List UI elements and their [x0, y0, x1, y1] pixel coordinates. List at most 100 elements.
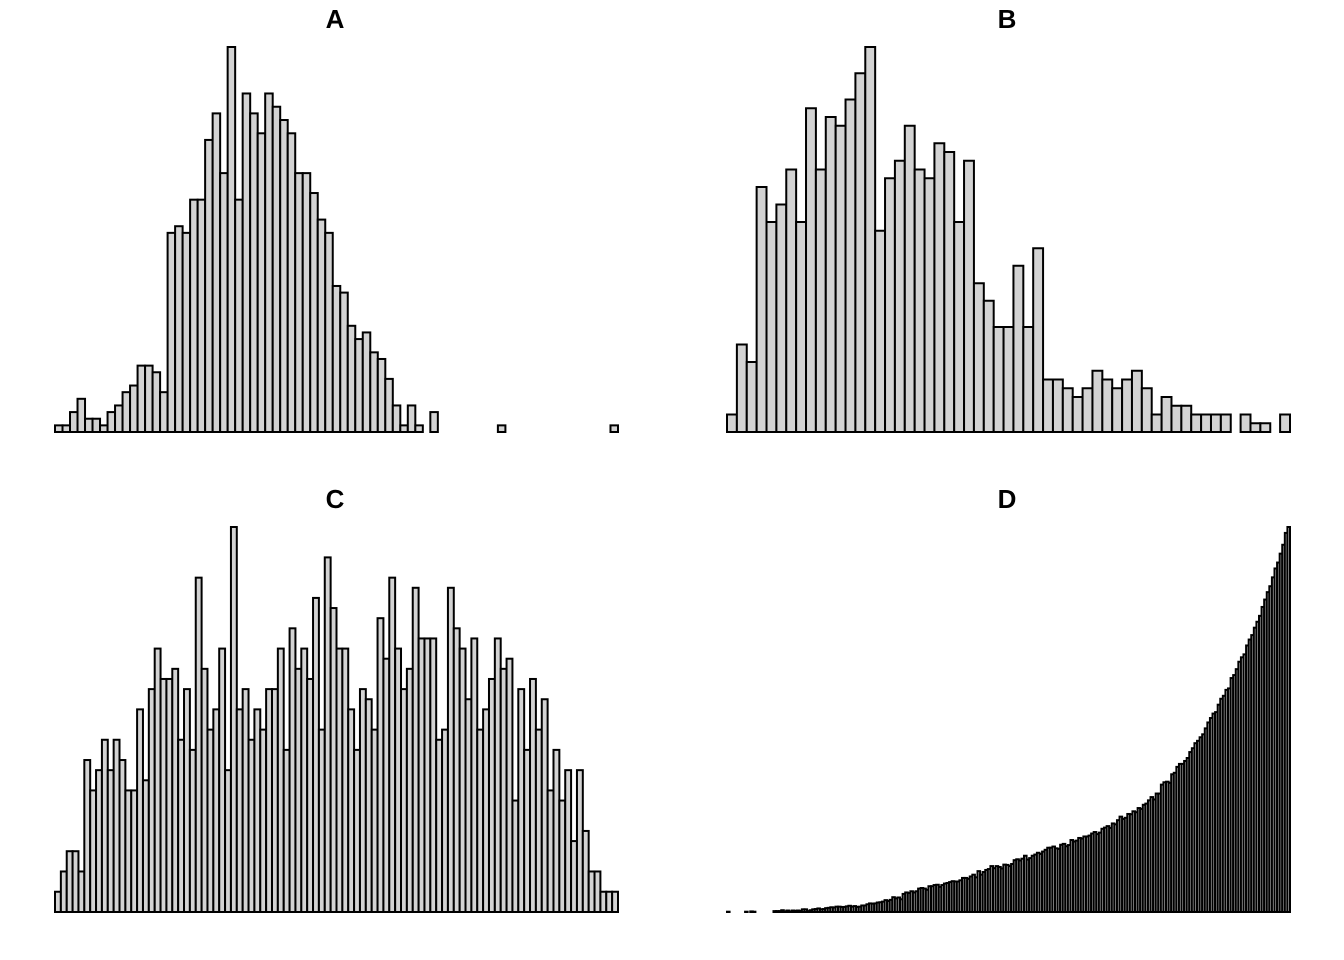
panel-a-bar	[121, 391, 132, 434]
panel-b-bar	[735, 343, 748, 433]
panel-a-bar	[181, 231, 192, 433]
panel-b-bar	[1140, 387, 1153, 433]
panel-b-bars	[726, 46, 1291, 433]
panel-a-bar	[496, 424, 507, 433]
panel-a-bar	[294, 172, 304, 433]
panel-a-bar	[316, 218, 327, 433]
panel-b-bar	[1002, 326, 1015, 433]
panel-b-bar	[834, 124, 847, 433]
panel-a-bar	[129, 384, 139, 433]
panel-b-bar	[953, 221, 966, 433]
panel-a-bar	[331, 284, 342, 433]
panel-a-bar	[324, 231, 334, 433]
panel-a-bar	[264, 92, 274, 433]
panel-b-bar	[1051, 378, 1064, 433]
panel-b-bar	[1071, 396, 1084, 433]
panel-b-bar	[874, 229, 887, 433]
panel-a-bar	[286, 132, 297, 433]
panel-c-bar	[505, 657, 514, 914]
panel-d-title: D	[998, 484, 1017, 514]
panel-a-bars	[54, 46, 619, 434]
panel-a-bar	[309, 192, 319, 433]
panel-a-bar	[354, 338, 364, 434]
panel-b-bar	[1101, 378, 1114, 433]
panel-a-bar	[54, 424, 64, 433]
panel-a-bar	[301, 172, 312, 433]
panel-b-bar	[1219, 413, 1232, 433]
panel-a-bar	[144, 364, 154, 433]
panel-a-bar	[429, 411, 439, 433]
panel-b-bar	[1209, 413, 1222, 433]
panel-b-bar	[1130, 369, 1143, 433]
panel-b-bar	[726, 413, 738, 433]
panel-a-bar	[69, 411, 79, 433]
panel-a-bar	[99, 424, 109, 433]
panel-a-bar	[414, 424, 424, 433]
panel-a-bar	[136, 364, 147, 433]
panel-b-bar	[1032, 247, 1045, 433]
panel-a-bar	[384, 377, 394, 433]
panel-d-bar	[1286, 526, 1292, 913]
panel-b-bar	[775, 203, 788, 433]
panel-a-bar	[219, 172, 229, 433]
panel-a-bar	[346, 324, 357, 434]
panel-a-title: A	[326, 4, 345, 34]
panel-b-bar	[1249, 422, 1262, 433]
panel-b-bar	[1279, 413, 1291, 433]
panel-c-bars	[54, 526, 620, 914]
panel-b-bar	[805, 107, 817, 433]
panel-a-bar	[234, 198, 244, 433]
panel-a-bar	[166, 231, 177, 433]
panel-b-bar	[943, 151, 956, 433]
panel-b-bar	[824, 116, 837, 433]
panel-a-bar	[196, 198, 207, 433]
panel-a-bar	[241, 92, 252, 433]
panel-a-bar	[279, 119, 289, 434]
panel-b-bar	[923, 177, 936, 433]
panel-c: C	[54, 484, 620, 914]
panel-a-bar	[151, 371, 162, 434]
panel-a-bar	[369, 351, 379, 433]
panel-b-bar	[1190, 413, 1203, 433]
panel-b-bar	[765, 221, 778, 433]
panel-a-bar	[249, 112, 259, 433]
panel-b-bar	[795, 221, 808, 433]
panel-b-bar	[972, 282, 985, 433]
panel-a-bar	[391, 404, 402, 434]
panel-b-bar	[785, 168, 798, 433]
panel-b-bar	[1022, 326, 1035, 433]
panel-a-bar	[609, 424, 619, 433]
panel-b-bar	[1200, 413, 1212, 433]
panel-b-bar	[963, 159, 975, 433]
panel-b-bar	[893, 159, 906, 433]
panel-a-bar	[204, 138, 214, 433]
panel-a-bar	[159, 391, 169, 434]
panel-a-bar	[91, 417, 102, 434]
panel-b-bar	[1091, 369, 1104, 433]
panel-a-bar	[114, 404, 124, 434]
panel-a-bar	[376, 357, 387, 434]
panel-b-bar	[1160, 396, 1173, 433]
panel-c-bar	[611, 890, 620, 913]
panel-a-bar	[271, 105, 282, 434]
panel-a-bar	[406, 404, 417, 434]
panel-a-bar	[84, 417, 94, 434]
panel-b-bar	[933, 142, 946, 433]
panel-d-bars	[726, 526, 1292, 914]
panel-b-bar	[1042, 378, 1054, 433]
panel-b-bar	[903, 124, 916, 433]
panel-b-bar	[884, 177, 896, 433]
panel-a-bar	[61, 424, 72, 433]
panel-b-bar	[745, 361, 758, 433]
panel-a-bar	[399, 424, 409, 433]
panel-a-bar	[76, 397, 87, 433]
panel-a: A	[54, 4, 619, 434]
panel-b-bar	[1180, 404, 1193, 433]
panel-b-bar	[814, 168, 827, 433]
panel-a-bar	[361, 331, 372, 433]
panel-b-bar	[992, 326, 1005, 433]
panel-d: D	[726, 484, 1292, 914]
panel-b-bar	[1170, 404, 1183, 433]
panel-b: B	[726, 4, 1291, 433]
